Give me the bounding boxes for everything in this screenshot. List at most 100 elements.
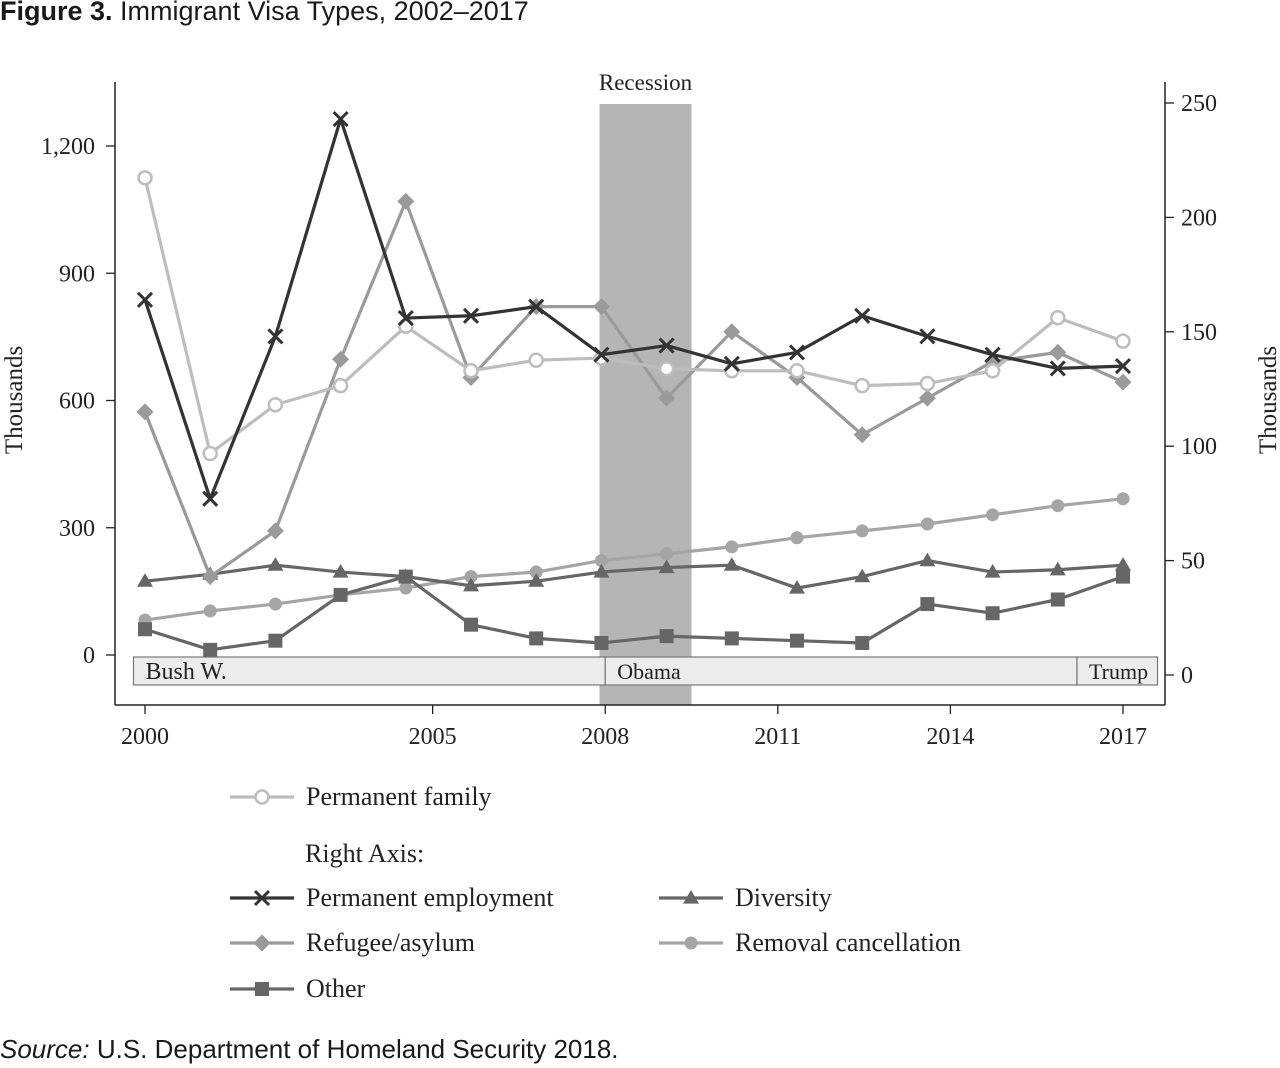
administration-label: Obama [617,659,681,684]
data-point-removal-cancellation [725,540,739,554]
legend-label-refugee-asylum: Refugee/asylum [306,928,475,957]
data-point-removal-cancellation [986,508,1000,522]
data-point-other [529,631,544,646]
administration-label: Bush W. [145,659,226,685]
data-point-permanent-family [137,170,153,186]
figure-title: Figure 3. Immigrant Visa Types, 2002–201… [0,0,529,27]
data-point-diversity [528,573,545,587]
data-point-removal-cancellation [660,547,674,561]
x-tick-label: 2000 [121,724,169,750]
data-point-removal-cancellation [1116,492,1130,506]
data-point-permanent-employment [397,310,414,327]
legend-label-permanent-family: Permanent family [306,782,492,811]
series-line-permanent-family [143,177,1124,456]
data-point-permanent-employment [984,346,1001,363]
x-tick-label: 2017 [1099,724,1147,750]
legend-label-permanent-employment: Permanent employment [306,883,554,912]
data-point-diversity [463,577,479,592]
right-tick-label: 50 [1181,549,1205,575]
data-point-permanent-family [463,363,479,379]
source-note: Source: U.S. Department of Homeland Secu… [0,1034,619,1065]
data-point-other [203,642,218,657]
data-point-permanent-family [202,445,218,462]
data-point-diversity [723,557,740,571]
data-point-diversity [267,557,284,571]
figure-label: Figure 3. [0,0,113,26]
data-point-other [594,635,609,650]
legend-marker-permanent-family [254,789,270,805]
left-axis-title: Thousands [1,346,28,454]
data-point-removal-cancellation [268,597,282,611]
data-point-refugee-asylum [592,298,610,316]
recession-label: Recession [599,70,693,95]
data-point-other [333,587,348,602]
data-point-other [659,629,674,644]
series-line-permanent-employment [143,117,1124,501]
data-point-permanent-employment [919,328,936,345]
administration-band [132,656,606,686]
data-point-other [985,606,1000,621]
data-point-diversity [658,559,675,574]
data-point-refugee-asylum [658,389,676,407]
x-tick-label: 2005 [409,724,457,750]
data-point-other [464,617,478,632]
data-point-permanent-family [658,360,675,377]
data-point-diversity [1049,561,1066,576]
series-removal-cancellation [138,492,1130,627]
left-tick-label: 1,200 [41,134,95,160]
data-point-other [138,622,152,637]
series-line-refugee-asylum [143,199,1124,579]
data-point-refugee-asylum [853,426,871,444]
data-point-removal-cancellation [203,604,217,618]
legend-right-axis-label: Right Axis: [305,839,424,868]
right-axis-title: Thousands [1255,346,1280,454]
data-point-diversity [789,580,805,594]
data-point-diversity [593,564,610,578]
data-point-permanent-employment [723,355,740,372]
data-point-permanent-employment [202,490,219,507]
data-point-removal-cancellation [855,524,869,538]
data-point-diversity [332,564,349,578]
data-point-permanent-family [1115,333,1131,349]
data-point-permanent-family [854,377,870,394]
data-point-other [855,635,870,650]
data-point-refugee-asylum [1049,343,1067,361]
data-point-diversity [137,573,153,587]
data-point-permanent-employment [1114,358,1132,375]
data-point-permanent-employment [267,328,284,345]
data-point-permanent-employment [136,291,154,308]
data-point-permanent-family [1050,310,1066,326]
data-point-other [790,633,804,648]
administration-label: Trump [1089,659,1148,684]
figure-title-text: Immigrant Visa Types, 2002–2017 [120,0,529,26]
data-point-permanent-employment [1049,360,1066,377]
series-permanent-family [137,170,1131,462]
data-point-other [268,633,283,648]
data-point-permanent-family [724,363,740,379]
data-point-other [724,631,739,646]
x-tick-label: 2008 [581,724,629,750]
series-line-diversity [144,558,1124,590]
series-line-removal-cancellation [144,497,1124,622]
data-point-refugee-asylum [1114,373,1132,391]
data-point-permanent-employment [658,337,675,354]
x-tick-label: 2011 [754,724,801,750]
left-tick-label: 600 [59,389,95,415]
administration-band [1076,656,1159,686]
data-point-refugee-asylum [397,192,415,210]
data-point-removal-cancellation [1051,499,1065,513]
left-tick-label: 300 [59,516,95,542]
right-tick-label: 100 [1181,434,1217,460]
legend-marker-removal-cancellation [684,936,698,950]
right-tick-label: 250 [1181,91,1217,117]
legend-marker-permanent-employment [253,889,271,907]
data-point-refugee-asylum [201,568,219,586]
data-point-permanent-employment [332,110,349,128]
right-tick-label: 0 [1181,663,1193,689]
source-label: Source: [0,1034,90,1064]
legend-marker-refugee-asylum [253,934,271,952]
source-text: U.S. Department of Homeland Security 201… [89,1034,619,1064]
series-diversity [137,552,1131,594]
data-point-permanent-family [984,363,1001,379]
data-point-refugee-asylum [918,389,936,407]
